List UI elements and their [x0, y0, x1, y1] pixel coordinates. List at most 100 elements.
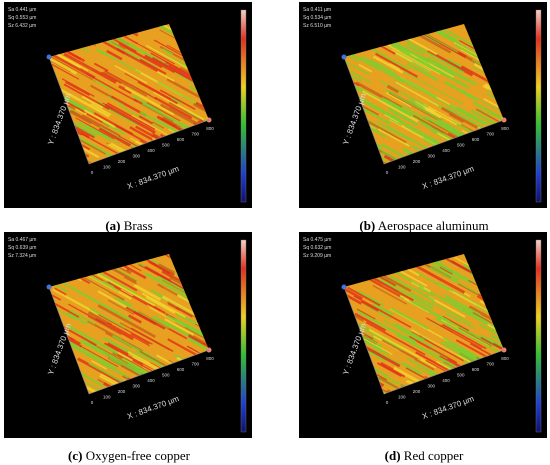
- streak: [443, 293, 481, 316]
- streak: [203, 373, 209, 394]
- streak: [475, 108, 500, 123]
- streak: [164, 318, 194, 336]
- streak: [385, 71, 422, 93]
- streak: [442, 315, 470, 332]
- streak: [186, 345, 201, 354]
- streak: [481, 291, 504, 313]
- streak: [217, 145, 252, 169]
- streak: [176, 356, 209, 390]
- streak: [203, 34, 209, 57]
- streak: [473, 101, 504, 128]
- streak: [447, 132, 486, 155]
- surface-plot: Sa 0.441 µm Sq 0.553 µm Sz 6.432 µm 0 100 200…: [8, 7, 252, 203]
- streak: [208, 144, 209, 157]
- streak: [213, 26, 235, 38]
- streak: [496, 278, 504, 300]
- streak: [102, 280, 115, 288]
- caption-label: (c): [68, 448, 83, 463]
- streak: [102, 71, 148, 97]
- streak: [93, 112, 134, 136]
- streak: [193, 29, 209, 46]
- streak: [49, 393, 96, 394]
- streak: [113, 297, 170, 330]
- streak: [159, 133, 209, 164]
- streak: [87, 315, 122, 336]
- streak: [368, 328, 427, 362]
- axis-frame: [48, 286, 210, 395]
- streak: [130, 333, 150, 345]
- streak: [167, 142, 180, 151]
- streak: [156, 81, 200, 106]
- color-bar: [240, 9, 247, 203]
- streak: [499, 29, 504, 51]
- streak: [440, 157, 453, 164]
- streak: [499, 289, 504, 303]
- x-tick-label: 500: [457, 373, 465, 378]
- x-tick-label: 100: [398, 165, 406, 170]
- streak: [402, 334, 417, 344]
- streak: [153, 90, 205, 121]
- streak: [69, 337, 81, 345]
- streak: [78, 121, 111, 141]
- streak: [174, 170, 223, 197]
- streak: [218, 107, 252, 131]
- streak: [405, 43, 425, 56]
- streak: [383, 374, 406, 388]
- streak: [476, 265, 504, 297]
- streak: [449, 103, 486, 125]
- streak: [189, 162, 209, 164]
- streak: [224, 331, 252, 364]
- streak: [430, 300, 473, 325]
- streak: [490, 271, 504, 297]
- streak: [460, 320, 476, 330]
- streak: [107, 322, 151, 347]
- streak: [362, 89, 419, 123]
- streak: [431, 264, 460, 282]
- streak: [210, 98, 226, 107]
- streak: [117, 297, 133, 307]
- streak: [149, 156, 167, 164]
- streak: [485, 92, 504, 123]
- streak: [159, 89, 196, 111]
- streak: [85, 385, 128, 394]
- streak: [102, 120, 126, 136]
- streak: [485, 73, 502, 83]
- streak: [79, 339, 106, 356]
- streak: [497, 380, 504, 394]
- streak: [384, 113, 400, 123]
- streak: [63, 52, 117, 84]
- x-tick-label: 800: [206, 356, 214, 361]
- caption-text: Aerospace aluminum: [377, 218, 489, 233]
- streak: [133, 283, 162, 301]
- streak: [196, 146, 209, 163]
- x-tick-label: 0: [91, 170, 94, 175]
- roughness-stat: Sz 7.324 µm: [8, 253, 36, 259]
- caption-text: Red copper: [403, 448, 464, 463]
- streak: [511, 158, 547, 188]
- streak: [486, 166, 504, 176]
- streak: [110, 40, 126, 50]
- streak: [389, 275, 435, 302]
- streak: [113, 254, 145, 268]
- streak: [68, 303, 106, 325]
- streak: [477, 397, 508, 414]
- streak: [448, 112, 465, 123]
- streak: [475, 356, 504, 390]
- streak: [513, 31, 524, 37]
- roughness-stat: Sz 9.209 µm: [303, 253, 331, 259]
- streak: [49, 150, 56, 162]
- streak: [190, 254, 209, 283]
- streak: [394, 323, 425, 342]
- streak: [445, 312, 462, 323]
- streak: [201, 254, 209, 258]
- streak: [380, 389, 411, 394]
- streak: [411, 300, 450, 324]
- streak: [465, 370, 504, 394]
- roughness-stat: Sq 0.632 µm: [303, 245, 331, 251]
- x-tick-label: 100: [103, 165, 111, 170]
- streak: [106, 49, 123, 61]
- streak: [92, 78, 113, 91]
- streak: [136, 350, 165, 368]
- streak: [221, 396, 252, 428]
- streak: [478, 254, 504, 267]
